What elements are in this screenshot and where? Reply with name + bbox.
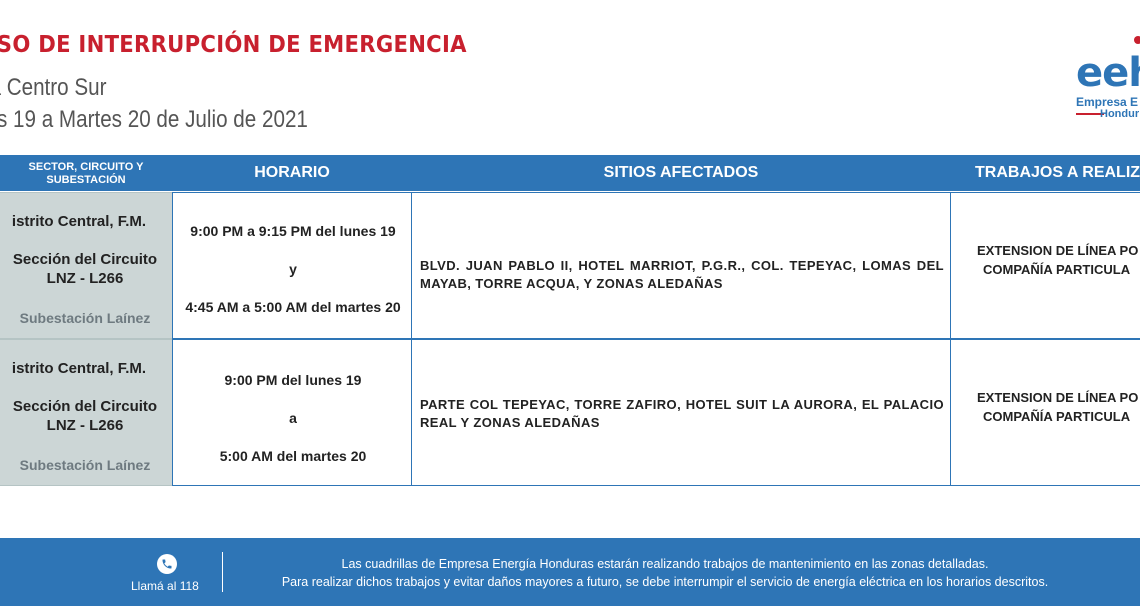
affected-sites: PARTE COL TEPEYAC, TORRE ZAFIRO, HOTEL S…	[420, 397, 944, 430]
schedule-connector: y	[289, 261, 297, 277]
sitios-cell: BLVD. JUAN PABLO II, HOTEL MARRIOT, P.G.…	[411, 192, 951, 339]
footer-divider	[222, 552, 223, 592]
horario-cell: 9:00 PM del lunes 19 a 5:00 AM del marte…	[172, 339, 412, 486]
eeh-logo: eeh Empresa E Hondur	[1072, 28, 1140, 128]
footer-line-2: Para realizar dichos trabajos y evitar d…	[281, 575, 1049, 589]
sector-name: istrito Central, F.M.	[11, 360, 147, 377]
sitios-cell: PARTE COL TEPEYAC, TORRE ZAFIRO, HOTEL S…	[411, 339, 951, 486]
phone-label: Llamá al 118	[131, 579, 199, 593]
footer-line-1: Las cuadrillas de Empresa Energía Hondur…	[341, 557, 989, 571]
date-range: nes 19 a Martes 20 de Julio de 2021	[0, 106, 308, 133]
work-line-1: EXTENSION DE LÍNEA PO	[977, 390, 1139, 405]
work-line-1: EXTENSION DE LÍNEA PO	[977, 243, 1139, 258]
horario-cell: 9:00 PM a 9:15 PM del lunes 19 y 4:45 AM…	[172, 192, 412, 339]
circuit-section: Sección del Circuito	[12, 251, 158, 268]
footer-banner: Llamá al 118 Las cuadrillas de Empresa E…	[0, 538, 1140, 606]
sector-cell: istrito Central, F.M. Sección del Circui…	[0, 192, 173, 339]
circuit-code: LNZ - L266	[46, 417, 124, 434]
sector-cell: istrito Central, F.M. Sección del Circui…	[0, 339, 173, 486]
schedule-connector: a	[289, 410, 297, 426]
table-row: istrito Central, F.M. Sección del Circui…	[0, 339, 1140, 486]
circuit-code: LNZ - L266	[46, 270, 124, 287]
trabajos-cell: EXTENSION DE LÍNEA PO COMPAÑÍA PARTICULA	[950, 192, 1140, 339]
logo-company-name: Empresa E	[1076, 95, 1139, 109]
logo-country: Hondur	[1100, 108, 1140, 120]
header-sector: SECTOR, CIRCUITO Y SUBESTACIÓN	[28, 161, 144, 186]
zone-subtitle: na Centro Sur	[0, 74, 107, 101]
schedule-end: 5:00 AM del martes 20	[219, 448, 367, 464]
affected-sites: BLVD. JUAN PABLO II, HOTEL MARRIOT, P.G.…	[420, 258, 944, 291]
logo-dot	[1134, 36, 1140, 44]
page-title: VISO DE INTERRUPCIÓN DE EMERGENCIA	[0, 32, 467, 58]
schedule-start: 9:00 PM del lunes 19	[224, 372, 362, 388]
header-horario: HORARIO	[254, 164, 330, 181]
logo-divider	[1076, 113, 1104, 115]
schedule-end: 4:45 AM a 5:00 AM del martes 20	[185, 299, 401, 315]
trabajos-cell: EXTENSION DE LÍNEA PO COMPAÑÍA PARTICULA	[950, 339, 1140, 486]
sector-name: istrito Central, F.M.	[11, 213, 147, 230]
table-header: SECTOR, CIRCUITO Y SUBESTACIÓN HORARIO S…	[0, 155, 1140, 191]
substation: Subestación Laínez	[19, 310, 151, 326]
header-sitios: SITIOS AFECTADOS	[603, 164, 759, 181]
schedule-start: 9:00 PM a 9:15 PM del lunes 19	[190, 223, 396, 239]
circuit-section: Sección del Circuito	[12, 398, 158, 415]
header-trabajos: TRABAJOS A REALIZA	[975, 164, 1140, 181]
table-row: istrito Central, F.M. Sección del Circui…	[0, 192, 1140, 339]
work-line-2: COMPAÑÍA PARTICULA	[983, 262, 1131, 277]
logo-mark: eeh	[1076, 50, 1140, 96]
substation: Subestación Laínez	[19, 457, 151, 473]
work-line-2: COMPAÑÍA PARTICULA	[983, 409, 1131, 424]
phone-icon	[157, 554, 177, 574]
